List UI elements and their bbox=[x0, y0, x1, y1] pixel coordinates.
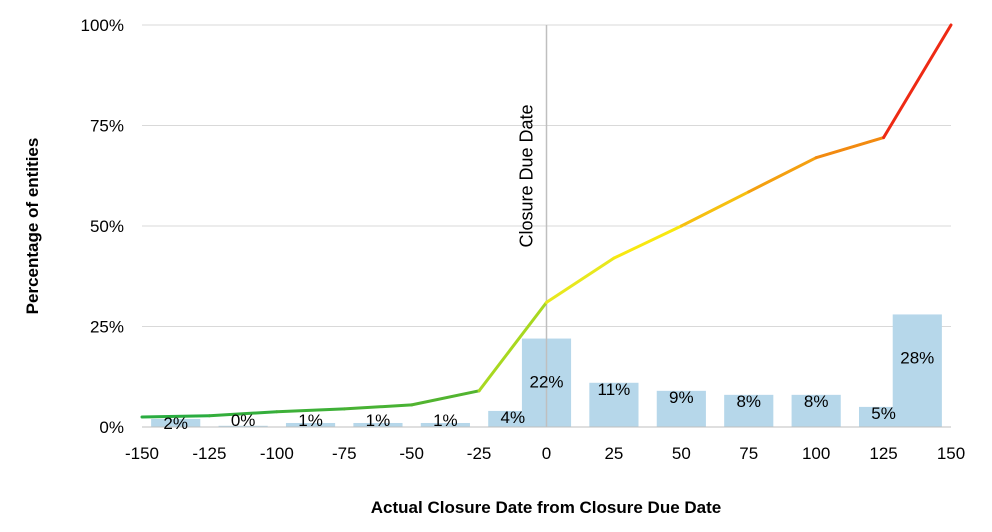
y-tick-labels: 0% 25% 50% 75% 100% bbox=[81, 16, 124, 437]
x-tick-label: -25 bbox=[467, 444, 492, 463]
y-tick-label: 25% bbox=[90, 318, 124, 337]
bar-data-label: 0% bbox=[231, 411, 256, 430]
x-axis-title: Actual Closure Date from Closure Due Dat… bbox=[371, 498, 721, 517]
bar bbox=[892, 314, 942, 427]
x-tick-label: -125 bbox=[192, 444, 226, 463]
x-tick-labels: -150 -125 -100 -75 -50 -25 0 25 50 75 100 125 150 bbox=[125, 444, 965, 463]
x-tick-label: -150 bbox=[125, 444, 159, 463]
cumulative-line-segment bbox=[275, 407, 346, 414]
cumulative-line-segment bbox=[679, 190, 751, 228]
bar bbox=[589, 382, 639, 427]
bar bbox=[218, 425, 268, 427]
x-tick-label: 0 bbox=[542, 444, 551, 463]
bar-data-label: 8% bbox=[804, 392, 829, 411]
bar-data-label: 1% bbox=[298, 411, 323, 430]
bar-data-label: 8% bbox=[736, 392, 761, 411]
x-tick-label: -75 bbox=[332, 444, 357, 463]
x-tick-label: 50 bbox=[672, 444, 691, 463]
bar-data-label: 22% bbox=[529, 373, 563, 392]
cumulative-line-segment bbox=[882, 23, 953, 140]
cumulative-line-segment bbox=[814, 136, 886, 160]
cumulative-line-segment bbox=[410, 389, 481, 407]
bar bbox=[656, 390, 706, 427]
y-tick-label: 0% bbox=[99, 418, 124, 437]
bar bbox=[151, 418, 201, 427]
x-tick-label: -100 bbox=[260, 444, 294, 463]
x-tick-label: 75 bbox=[739, 444, 758, 463]
y-tick-label: 75% bbox=[90, 117, 124, 136]
x-tick-label: -50 bbox=[399, 444, 424, 463]
bar-data-label: 2% bbox=[163, 414, 188, 433]
x-tick-label: 25 bbox=[604, 444, 623, 463]
reference-line-label: Closure Due Date bbox=[517, 104, 537, 247]
bar bbox=[285, 422, 336, 427]
bar-data-label: 9% bbox=[669, 388, 694, 407]
x-tick-label: 150 bbox=[937, 444, 965, 463]
bar-data-label: 5% bbox=[871, 404, 896, 423]
cumulative-line-segment bbox=[545, 256, 616, 304]
bar bbox=[724, 394, 774, 427]
cumulative-line-segment bbox=[612, 224, 683, 260]
cumulative-line-segment bbox=[747, 156, 818, 194]
cumulative-line-segment bbox=[140, 414, 211, 419]
cumulative-line bbox=[140, 23, 953, 419]
y-axis-title: Percentage of entities bbox=[23, 138, 42, 315]
bar bbox=[791, 394, 841, 427]
bar-data-label: 11% bbox=[598, 380, 631, 399]
bar bbox=[353, 422, 403, 427]
cumulative-line-segment bbox=[477, 300, 548, 393]
bar-data-label: 4% bbox=[501, 408, 526, 427]
bar bbox=[420, 422, 470, 427]
x-tick-label: 100 bbox=[802, 444, 830, 463]
bar-data-label: 28% bbox=[900, 348, 934, 367]
y-tick-label: 100% bbox=[81, 16, 124, 35]
cumulative-line-segment bbox=[207, 410, 279, 418]
bar-data-label: 1% bbox=[366, 411, 391, 430]
bar-data-label: 1% bbox=[433, 411, 458, 430]
cumulative-line-segment bbox=[342, 403, 414, 411]
x-tick-label: 125 bbox=[869, 444, 897, 463]
bars bbox=[151, 314, 942, 427]
bar-data-labels: 2% 0% 1% 1% 1% 4%22% 11% 9% 8% 8% 5% 28% bbox=[163, 348, 934, 433]
y-tick-label: 50% bbox=[90, 217, 124, 236]
